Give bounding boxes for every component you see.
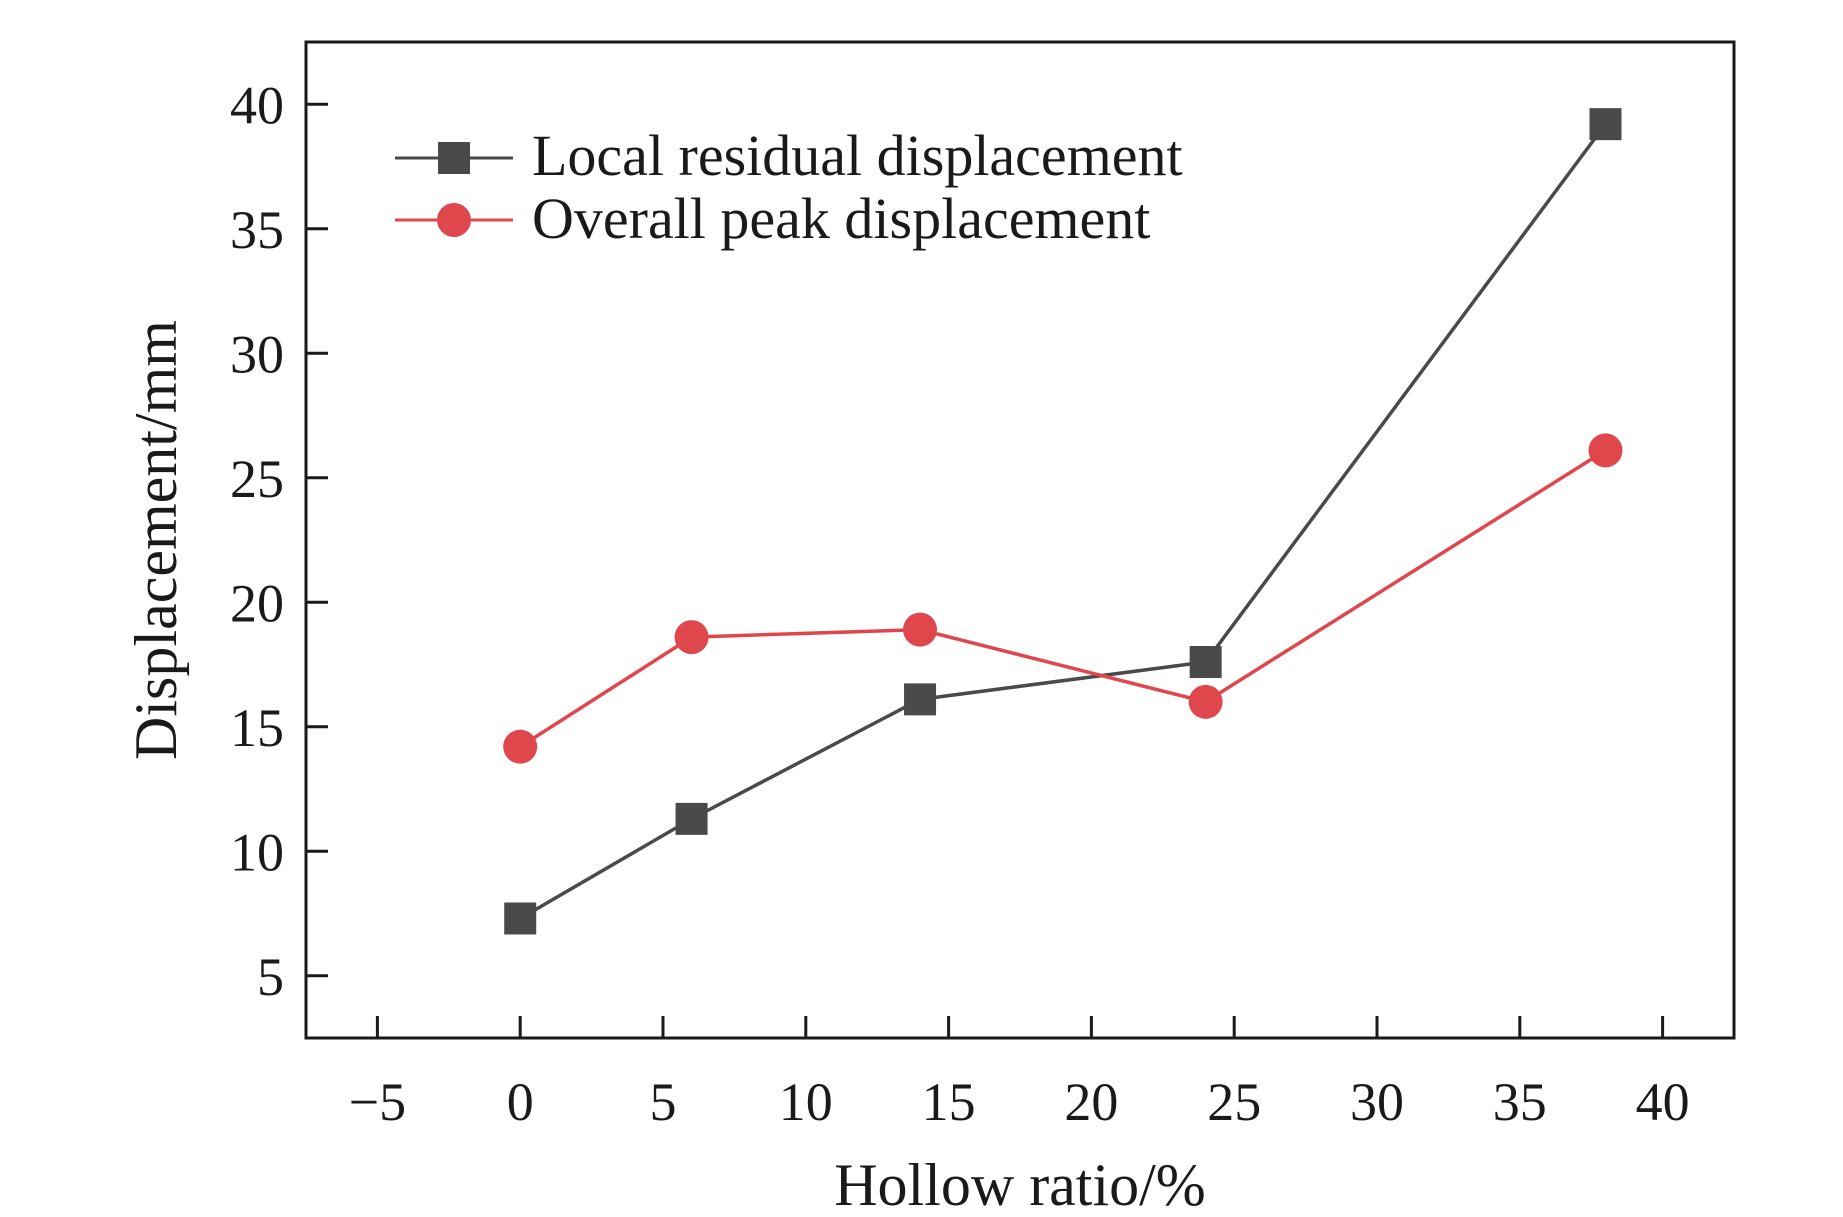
series-1 (503, 433, 1623, 764)
legend-label-overall-peak: Overall peak displacement (532, 186, 1150, 251)
data-point-circle (674, 620, 709, 655)
legend-item-overall-peak: Overall peak displacement (395, 186, 1150, 251)
series-layer (503, 108, 1623, 935)
data-point-circle (903, 612, 938, 647)
x-tick-label: 10 (779, 1072, 833, 1132)
y-axis-title: Displacement/mm (123, 320, 189, 760)
legend: Local residual displacement Overall peak… (395, 123, 1183, 251)
x-tick-label: 20 (1064, 1072, 1118, 1132)
data-point-circle (1188, 684, 1223, 719)
x-tick-label: −5 (349, 1072, 406, 1132)
y-tick-label: 10 (230, 822, 284, 882)
x-tick-label: 30 (1350, 1072, 1404, 1132)
x-tick-label: 5 (650, 1072, 677, 1132)
y-tick-label: 35 (230, 200, 284, 260)
data-point-square (1589, 108, 1622, 141)
y-tick-label: 30 (230, 324, 284, 384)
data-point-square (1189, 646, 1222, 679)
plot-area-frame (304, 40, 1736, 1040)
data-point-circle (1588, 433, 1623, 468)
y-tick-label: 5 (257, 947, 284, 1007)
data-point-square (904, 683, 937, 716)
y-tick-label: 25 (230, 449, 284, 509)
y-tick-label: 40 (230, 75, 284, 135)
data-point-circle (503, 729, 538, 764)
x-tick-label: 35 (1493, 1072, 1547, 1132)
x-tick-label: 0 (507, 1072, 534, 1132)
y-tick-label: 20 (230, 573, 284, 633)
x-axis-title: Hollow ratio/% (834, 1152, 1206, 1217)
legend-item-local-residual: Local residual displacement (395, 123, 1183, 188)
x-tick-label: 25 (1207, 1072, 1261, 1132)
x-tick-label: 40 (1636, 1072, 1690, 1132)
x-axis: −5 0 5 10 15 20 25 30 35 40 (349, 1016, 1690, 1132)
x-tick-label: 15 (922, 1072, 976, 1132)
series-line-1 (519, 448, 1607, 749)
series-0 (504, 108, 1622, 935)
legend-label-local-residual: Local residual displacement (532, 123, 1183, 188)
data-point-square (504, 902, 537, 935)
y-axis: 5 10 15 20 25 30 35 40 (230, 75, 328, 1007)
y-tick-label: 15 (230, 698, 284, 758)
data-point-square (675, 802, 708, 835)
